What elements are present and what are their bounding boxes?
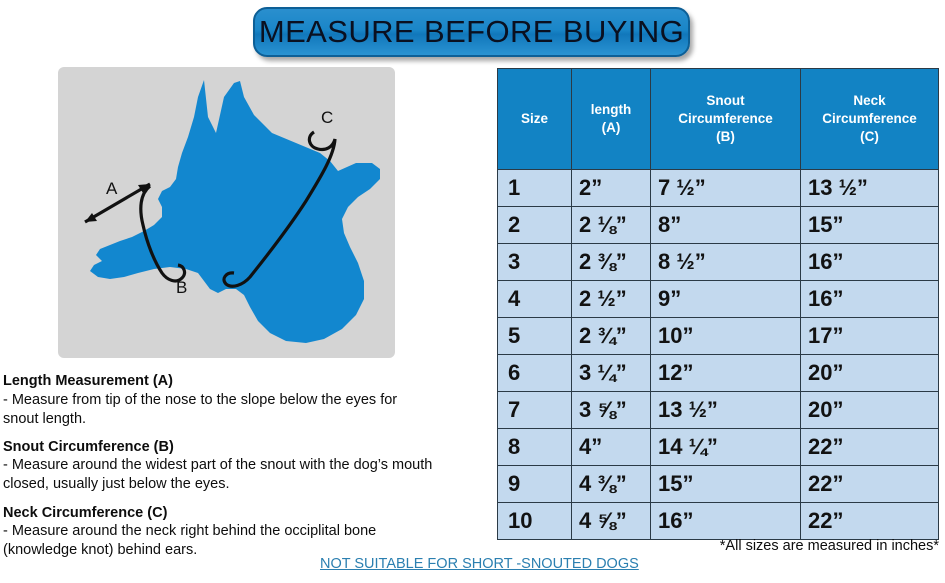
- cell-length: 2 ¾”: [571, 317, 651, 355]
- cell-snout: 7 ½”: [650, 169, 801, 207]
- table-header: Size length (A) Snout Circumference (B) …: [497, 68, 939, 170]
- table-row: 3 2 ⅜” 8 ½” 16”: [497, 243, 939, 281]
- cell-length: 3 ⅝”: [571, 391, 651, 429]
- instruction-length: Length Measurement (A) - Measure from ti…: [3, 372, 490, 429]
- cell-size: 8: [497, 428, 572, 466]
- measure-before-buying-banner: MEASURE BEFORE BUYING: [253, 7, 690, 57]
- table-row: 1 2” 7 ½” 13 ½”: [497, 169, 939, 207]
- instruction-heading: Length Measurement (A): [3, 373, 173, 389]
- not-suitable-warning: NOT SUITABLE FOR SHORT -SNOUTED DOGS: [320, 556, 639, 572]
- dog-head-illustration: A B C: [84, 80, 380, 343]
- cell-snout: 9”: [650, 280, 801, 318]
- cell-length: 4”: [571, 428, 651, 466]
- measurement-arrow-a: A: [84, 179, 151, 224]
- instruction-neck: Neck Circumference (C) - Measure around …: [3, 504, 490, 561]
- table-body: 1 2” 7 ½” 13 ½” 2 2 ⅛” 8” 15” 3 2 ⅜” 8 ½…: [497, 169, 939, 540]
- cell-size: 1: [497, 169, 572, 207]
- cell-neck: 13 ½”: [800, 169, 939, 207]
- table-row: 2 2 ⅛” 8” 15”: [497, 206, 939, 244]
- cell-neck: 22”: [800, 465, 939, 503]
- table-row: 6 3 ¼” 12” 20”: [497, 354, 939, 392]
- instruction-body: - Measure around the neck right behind t…: [3, 523, 377, 559]
- cell-size: 7: [497, 391, 572, 429]
- cell-length: 2 ⅛”: [571, 206, 651, 244]
- cell-length: 3 ¼”: [571, 354, 651, 392]
- cell-neck: 16”: [800, 280, 939, 318]
- table-row: 8 4” 14 ¼” 22”: [497, 428, 939, 466]
- banner-title: MEASURE BEFORE BUYING: [258, 14, 685, 49]
- cell-size: 3: [497, 243, 572, 281]
- cell-snout: 8”: [650, 206, 801, 244]
- cell-snout: 14 ¼”: [650, 428, 801, 466]
- cell-size: 6: [497, 354, 572, 392]
- cell-neck: 15”: [800, 206, 939, 244]
- cell-neck: 20”: [800, 391, 939, 429]
- instruction-heading: Neck Circumference (C): [3, 504, 168, 521]
- cell-neck: 22”: [800, 428, 939, 466]
- column-header-length: length (A): [571, 68, 651, 170]
- instruction-body: - Measure around the widest part of the …: [3, 457, 433, 493]
- cell-neck: 22”: [800, 502, 939, 540]
- cell-size: 10: [497, 502, 572, 540]
- table-header-row: Size length (A) Snout Circumference (B) …: [497, 68, 939, 170]
- units-note: *All sizes are measured in inches*: [719, 538, 939, 554]
- label-b: B: [176, 278, 187, 297]
- instruction-snout: Snout Circumference (B) - Measure around…: [3, 438, 490, 495]
- table-row: 4 2 ½” 9” 16”: [497, 280, 939, 318]
- cell-size: 4: [497, 280, 572, 318]
- size-chart-table: Size length (A) Snout Circumference (B) …: [497, 68, 939, 540]
- label-c: C: [321, 108, 333, 127]
- column-header-neck-circumference: Neck Circumference (C): [800, 68, 939, 170]
- cell-neck: 20”: [800, 354, 939, 392]
- table-row: 5 2 ¾” 10” 17”: [497, 317, 939, 355]
- cell-length: 4 ⅝”: [571, 502, 651, 540]
- table-row: 9 4 ⅜” 15” 22”: [497, 465, 939, 503]
- cell-length: 2 ⅜”: [571, 243, 651, 281]
- table-row: 7 3 ⅝” 13 ½” 20”: [497, 391, 939, 429]
- measurement-instructions: Length Measurement (A) - Measure from ti…: [3, 372, 490, 569]
- cell-snout: 13 ½”: [650, 391, 801, 429]
- cell-length: 2”: [571, 169, 651, 207]
- cell-length: 4 ⅜”: [571, 465, 651, 503]
- cell-size: 2: [497, 206, 572, 244]
- cell-length: 2 ½”: [571, 280, 651, 318]
- column-header-snout-circumference: Snout Circumference (B): [650, 68, 801, 170]
- measurement-loop-c: [222, 130, 337, 288]
- instruction-body: - Measure from tip of the nose to the sl…: [3, 391, 398, 427]
- label-a: A: [106, 179, 118, 198]
- cell-size: 9: [497, 465, 572, 503]
- cell-snout: 15”: [650, 465, 801, 503]
- cell-neck: 17”: [800, 317, 939, 355]
- cell-snout: 12”: [650, 354, 801, 392]
- cell-snout: 16”: [650, 502, 801, 540]
- cell-snout: 8 ½”: [650, 243, 801, 281]
- cell-neck: 16”: [800, 243, 939, 281]
- column-header-size: Size: [497, 68, 572, 170]
- cell-snout: 10”: [650, 317, 801, 355]
- table-row: 10 4 ⅝” 16” 22”: [497, 502, 939, 540]
- dog-head-silhouette: [90, 80, 380, 343]
- cell-size: 5: [497, 317, 572, 355]
- dog-measurement-diagram: A B C: [58, 67, 395, 358]
- measurement-loop-b: [139, 184, 187, 283]
- instruction-heading: Snout Circumference (B): [3, 438, 174, 455]
